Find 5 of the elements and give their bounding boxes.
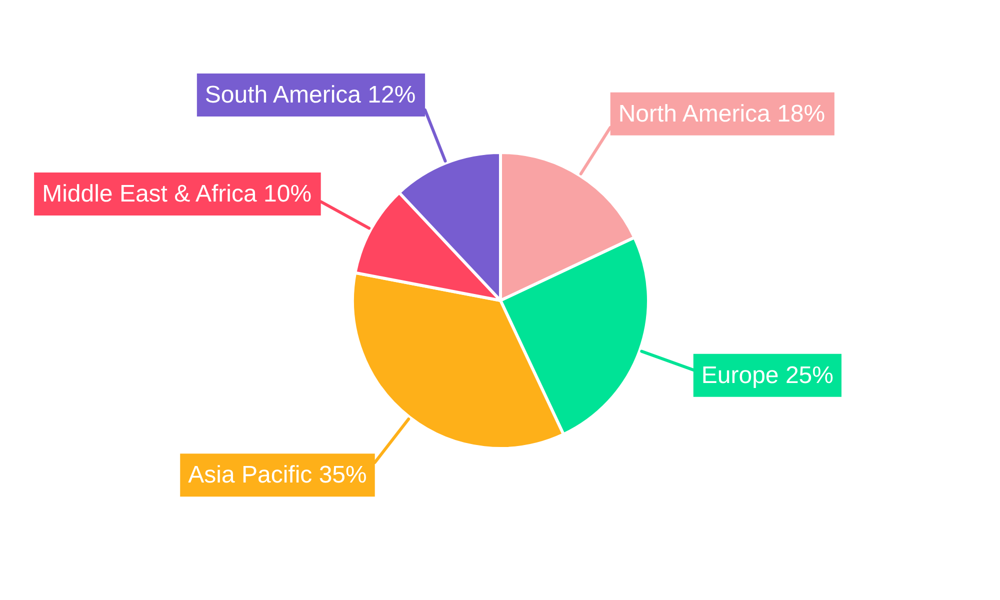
slice-label: North America 18% bbox=[618, 100, 826, 128]
slice-label: Asia Pacific 35% bbox=[188, 462, 367, 489]
slice-label: South America 12% bbox=[204, 82, 416, 109]
slice-label: Middle East & Africa 10% bbox=[42, 180, 312, 208]
slice-label: Europe 25% bbox=[701, 362, 834, 389]
